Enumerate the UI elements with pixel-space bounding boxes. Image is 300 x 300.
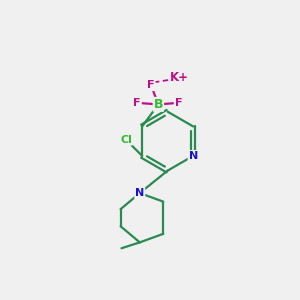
Text: F: F — [147, 80, 155, 90]
Text: F: F — [134, 98, 141, 108]
Text: K+: K+ — [169, 71, 188, 84]
Text: B: B — [154, 98, 163, 111]
Text: N: N — [135, 188, 144, 198]
Text: F: F — [175, 98, 182, 108]
Text: Cl: Cl — [120, 135, 132, 145]
Text: N: N — [188, 151, 198, 161]
